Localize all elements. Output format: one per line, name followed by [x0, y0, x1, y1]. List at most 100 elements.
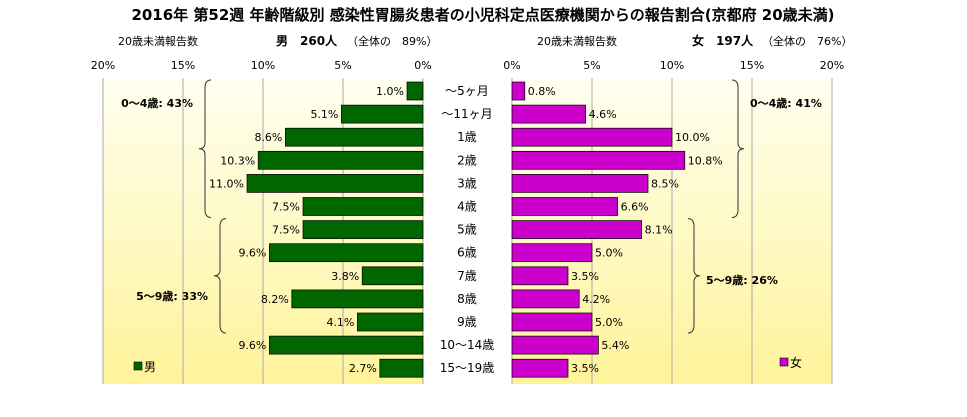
male-bar-value-label: 7.5% [272, 224, 300, 237]
male-header-sex: 男 [276, 34, 288, 48]
female-bar-value-label: 6.6% [621, 201, 649, 214]
female-bar [511, 174, 649, 193]
female-bar-value-label: 3.5% [571, 362, 599, 375]
female-bar [511, 220, 642, 239]
male-age-group-label: 5〜9歳: 33% [136, 289, 208, 303]
male-bar [246, 174, 424, 193]
male-bar [357, 312, 424, 332]
female-bar [511, 335, 599, 355]
female-tick-label: 10% [660, 59, 684, 72]
female-bars: 0.8% 4.6% 10.0% 10.8% 8.5%6.6% 8.1% 5.0% 3.5% 4.… [511, 81, 723, 378]
female-header-share: （全体の 76%） [762, 34, 852, 48]
female-header-label: 20歳未満報告数 [537, 35, 617, 48]
male-bar [379, 358, 424, 378]
male-age-group-brackets: 0〜4歳: 43% 5〜9歳: 33% [121, 79, 227, 334]
male-bar-value-label: 4.1% [326, 316, 354, 329]
male-bar [269, 335, 424, 355]
male-bar [257, 150, 424, 170]
male-bars: 1.0% 5.1% 8.6% 10.3% 11.0% 7.5% 7.5% 9.6% 3.8% 8.… [209, 81, 424, 378]
female-age-group-brace [687, 218, 701, 334]
male-bar [341, 104, 424, 124]
female-bar-value-label: 4.2% [582, 293, 610, 306]
male-bar [302, 197, 424, 216]
female-bar-value-label: 4.6% [589, 108, 617, 121]
male-bar [361, 266, 424, 286]
male-axis-ticks: 0% 5% 10% 15% 20% [91, 59, 432, 72]
male-legend: 男 [133, 360, 156, 374]
age-category-label: 7歳 [457, 269, 477, 283]
male-header-count: 260人 [300, 33, 338, 48]
male-bar-value-label: 3.8% [331, 270, 359, 283]
age-category-labels: 〜5ヶ月〜11ヶ月 1歳 2歳 3歳 4歳 5歳 6歳 7歳 8歳 9歳 10〜14歳 15〜19歳 [440, 84, 495, 375]
age-category-label: 6歳 [457, 246, 477, 260]
female-tick-label: 0% [503, 59, 520, 72]
chart-title: 2016年 第52週 年齢階級別 感染性胃腸炎患者の小児科定点医療機関からの報告… [131, 6, 834, 24]
female-age-group-label: 5〜9歳: 26% [706, 273, 778, 287]
age-category-label: 〜5ヶ月 [445, 84, 489, 98]
male-bar-value-label: 7.5% [272, 201, 300, 214]
female-tick-label: 15% [740, 59, 764, 72]
female-bar-value-label: 5.0% [595, 247, 623, 260]
female-bar-value-label: 3.5% [571, 270, 599, 283]
age-category-label: 8歳 [457, 292, 477, 306]
female-bar-value-label: 5.0% [595, 316, 623, 329]
female-age-group-brace [731, 79, 745, 218]
male-legend-swatch [133, 361, 143, 371]
female-header-count: 197人 [716, 33, 754, 48]
male-tick-label: 10% [251, 59, 275, 72]
female-age-group-label: 0〜4歳: 41% [750, 96, 822, 110]
male-bar-value-label: 8.6% [254, 131, 282, 144]
female-bar [511, 243, 593, 263]
female-bar-value-label: 5.4% [601, 339, 629, 352]
age-category-label: 3歳 [457, 176, 477, 190]
female-bar [511, 150, 686, 170]
male-tick-label: 5% [334, 59, 351, 72]
age-category-label: 〜11ヶ月 [441, 107, 492, 121]
male-header-label: 20歳未満報告数 [118, 35, 198, 48]
female-bar-value-label: 8.5% [651, 177, 679, 190]
male-bar-value-label: 9.6% [238, 247, 266, 260]
male-bar-value-label: 10.3% [220, 154, 255, 167]
male-legend-label: 男 [144, 360, 156, 374]
female-legend-swatch [779, 357, 789, 367]
male-bar [269, 243, 424, 263]
male-header-share: （全体の 89%） [347, 34, 437, 48]
female-bar [511, 266, 569, 286]
female-tick-label: 20% [820, 59, 844, 72]
male-tick-label: 15% [171, 59, 195, 72]
male-tick-label: 0% [414, 59, 431, 72]
male-bar-value-label: 2.7% [349, 362, 377, 375]
female-bar [511, 289, 580, 309]
age-category-label: 4歳 [457, 200, 477, 214]
male-bar-value-label: 11.0% [209, 177, 244, 190]
male-bar-value-label: 8.2% [261, 293, 289, 306]
male-bar [291, 289, 424, 309]
female-bar-value-label: 10.8% [688, 154, 723, 167]
female-bar-value-label: 8.1% [645, 224, 673, 237]
female-bar [511, 104, 586, 124]
male-age-group-label: 0〜4歳: 43% [121, 96, 193, 110]
female-bar-value-label: 0.8% [528, 85, 556, 98]
female-age-group-brackets: 0〜4歳: 41% 5〜9歳: 26% [687, 79, 822, 334]
age-category-label: 15〜19歳 [440, 361, 495, 375]
male-bar-value-label: 5.1% [310, 108, 338, 121]
age-category-label: 2歳 [457, 153, 477, 167]
female-bar [511, 81, 526, 101]
female-header-sex: 女 [692, 33, 704, 48]
age-category-label: 10〜14歳 [440, 338, 495, 352]
female-bar [511, 358, 569, 378]
male-bar [406, 81, 424, 101]
male-bar [285, 127, 424, 147]
male-header: 20歳未満報告数 男 260人 （全体の 89%） [118, 33, 437, 48]
male-age-group-brace [198, 79, 212, 218]
female-header: 20歳未満報告数 女 197人 （全体の 76%） [537, 33, 852, 48]
female-bar [511, 197, 618, 216]
female-legend: 女 [779, 355, 802, 370]
male-bar-value-label: 1.0% [376, 85, 404, 98]
female-bar [511, 312, 593, 332]
male-bar [302, 220, 424, 239]
male-bar-value-label: 9.6% [238, 339, 266, 352]
female-bar-value-label: 10.0% [675, 131, 710, 144]
age-category-label: 9歳 [457, 315, 477, 329]
